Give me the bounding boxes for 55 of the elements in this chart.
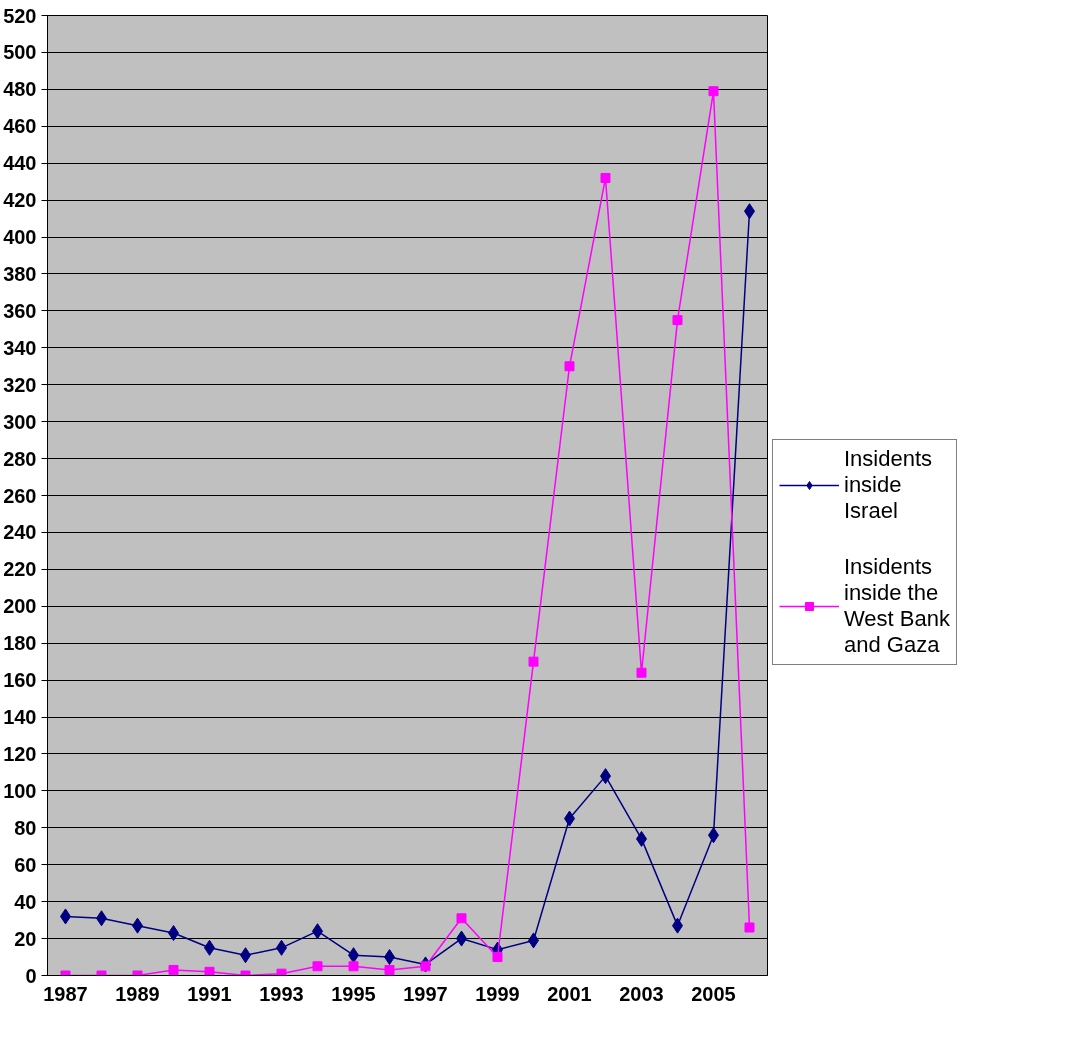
y-tick-label: 340: [3, 336, 37, 359]
x-tick-label: 1993: [259, 982, 304, 1005]
point: [564, 361, 575, 372]
y-tick-label: 0: [25, 964, 37, 987]
point: [204, 966, 215, 976]
y-tick-label: 80: [14, 816, 37, 839]
x-tick-label: 1991: [187, 982, 232, 1005]
y-tick-label: 420: [3, 189, 37, 212]
y-tick-label: 500: [3, 41, 37, 64]
y-tick-label: 300: [3, 410, 37, 433]
point: [744, 922, 755, 933]
point: [276, 968, 287, 976]
y-tick-label: 240: [3, 521, 37, 544]
point: [168, 964, 179, 975]
y-tick-label: 280: [3, 447, 37, 470]
y-tick-label: 400: [3, 226, 37, 249]
y-tick-label: 160: [3, 669, 37, 692]
point: [492, 952, 503, 963]
x-tick-label: 2003: [619, 982, 664, 1005]
y-tick-label: 220: [3, 558, 37, 581]
point: [312, 961, 323, 972]
y-tick-label: 200: [3, 595, 37, 618]
x-tick-label: 1989: [115, 982, 160, 1005]
y-tick-label: 460: [3, 115, 37, 138]
y-tick-label: 120: [3, 742, 37, 765]
y-tick-label: 520: [3, 4, 37, 27]
y-tick-label: 440: [3, 152, 37, 175]
y-tick-label: 320: [3, 373, 37, 396]
y-tick-label: 140: [3, 706, 37, 729]
x-tick-label: 1987: [43, 982, 88, 1005]
y-tick-label: 100: [3, 779, 37, 802]
point: [420, 961, 431, 972]
y-tick-label: 260: [3, 484, 37, 507]
point: [528, 656, 539, 667]
point: [672, 315, 683, 326]
y-tick-label: 40: [14, 890, 37, 913]
y-tick-label: 20: [14, 927, 37, 950]
legend-label: Insidents inside Israel: [844, 446, 933, 524]
point: [384, 964, 395, 975]
y-tick-label: 360: [3, 299, 37, 322]
x-tick-label: 2005: [691, 982, 736, 1005]
y-tick-label: 180: [3, 632, 37, 655]
point: [636, 667, 647, 678]
y-tick-label: 380: [3, 262, 37, 285]
legend-label: Insidents inside the West Bank and Gaza: [844, 554, 950, 658]
point: [348, 961, 359, 972]
x-tick-label: 2001: [547, 982, 592, 1005]
x-tick-label: 1995: [331, 982, 376, 1005]
y-tick-label: 480: [3, 78, 37, 101]
x-tick-label: 1997: [403, 982, 448, 1005]
point: [600, 172, 611, 183]
point: [456, 913, 467, 924]
y-tick-label: 60: [14, 853, 37, 876]
x-tick-label: 1999: [475, 982, 520, 1005]
point: [708, 86, 719, 97]
